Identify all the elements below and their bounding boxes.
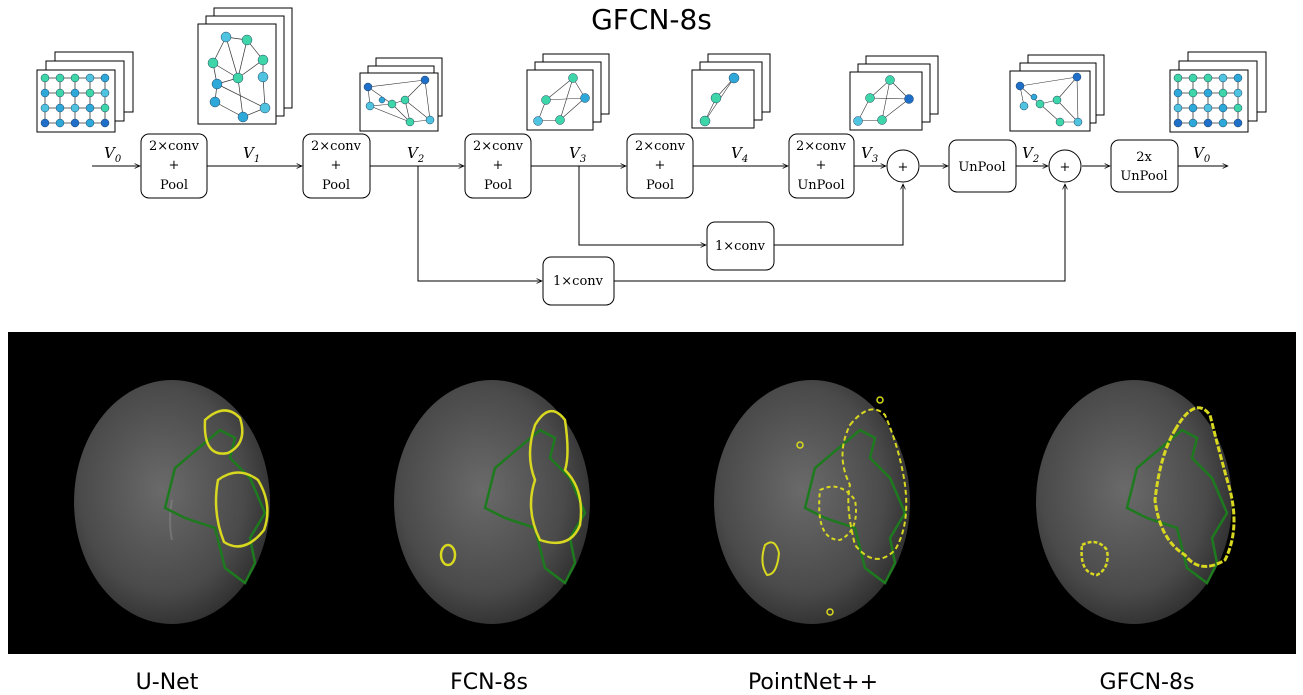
conv-pool-block: 2×conv + Pool xyxy=(464,133,532,199)
skip-connections xyxy=(417,166,1065,281)
svg-text:2×conv: 2×conv xyxy=(473,139,524,154)
svg-text:+: + xyxy=(816,158,827,173)
conv-pool-block: 2×conv + Pool xyxy=(302,133,371,199)
svg-text:2×conv: 2×conv xyxy=(635,139,686,154)
pointnet-result-image xyxy=(714,380,910,624)
grid-graph-icon xyxy=(36,51,134,133)
v-label: V1 xyxy=(243,144,260,165)
caption-unet: U-Net xyxy=(136,670,199,695)
conv-unpool-block: 2×conv + UnPool xyxy=(788,133,855,199)
v-label: V3 xyxy=(569,144,586,165)
conv-pool-block: 2×conv + Pool xyxy=(140,133,208,199)
svg-text:UnPool: UnPool xyxy=(797,178,844,193)
svg-text:Pool: Pool xyxy=(322,178,350,193)
operation-blocks: 2×conv + Pool 2×conv + Pool 2×conv + Poo… xyxy=(140,133,1179,306)
svg-text:Pool: Pool xyxy=(484,178,512,193)
sum-node: + xyxy=(886,149,920,183)
v-label: V2 xyxy=(1022,144,1039,165)
v-label: V4 xyxy=(731,144,748,165)
svg-text:1×conv: 1×conv xyxy=(553,274,604,289)
svg-text:+: + xyxy=(331,158,342,173)
svg-text:Pool: Pool xyxy=(160,178,188,193)
graph-thumbnails xyxy=(36,7,1267,133)
v-label: V2 xyxy=(407,144,424,165)
diagram-title: GFCN-8s xyxy=(591,3,712,36)
unpool-block: UnPool xyxy=(948,139,1017,193)
sum-node: + xyxy=(1048,149,1082,183)
svg-text:+: + xyxy=(1060,160,1071,175)
svg-text:UnPool: UnPool xyxy=(1120,169,1167,184)
fcn8s-result-image xyxy=(394,380,590,624)
caption-gfcn8s: GFCN-8s xyxy=(1100,670,1195,695)
svg-text:1×conv: 1×conv xyxy=(715,239,766,254)
skip-conv-block: 1×conv xyxy=(542,256,615,306)
v-label: V0 xyxy=(104,144,122,165)
svg-text:+: + xyxy=(169,158,180,173)
graph-icon xyxy=(691,53,771,129)
graph-icon xyxy=(849,55,939,131)
graph-icon xyxy=(197,7,293,125)
conv-pool-block: 2×conv + Pool xyxy=(626,133,694,199)
unet-result-image xyxy=(74,380,270,624)
svg-text:+: + xyxy=(655,158,666,173)
svg-text:+: + xyxy=(493,158,504,173)
graph-icon xyxy=(1009,54,1105,132)
double-unpool-block: 2x UnPool xyxy=(1110,139,1179,193)
caption-pointnet: PointNet++ xyxy=(748,670,878,695)
svg-text:2×conv: 2×conv xyxy=(796,139,847,154)
graph-icon xyxy=(359,57,443,132)
svg-text:UnPool: UnPool xyxy=(958,160,1005,175)
svg-text:+: + xyxy=(898,160,909,175)
v-labels: V0 V1 V2 V3 V4 V3 V2 V0 xyxy=(104,144,1211,165)
svg-text:2×conv: 2×conv xyxy=(311,139,362,154)
v-label: V3 xyxy=(861,144,878,165)
caption-fcn8s: FCN-8s xyxy=(450,670,528,695)
segmentation-results xyxy=(8,332,1296,654)
grid-graph-icon xyxy=(1169,51,1267,133)
v-label: V0 xyxy=(1193,144,1211,165)
graph-icon xyxy=(526,53,610,131)
svg-text:2×conv: 2×conv xyxy=(149,139,200,154)
svg-text:Pool: Pool xyxy=(646,178,674,193)
result-captions: U-Net FCN-8s PointNet++ GFCN-8s xyxy=(136,670,1195,695)
gfcn8s-result-image xyxy=(1036,380,1236,624)
svg-text:2x: 2x xyxy=(1136,150,1152,165)
skip-conv-block: 1×conv xyxy=(706,221,775,271)
